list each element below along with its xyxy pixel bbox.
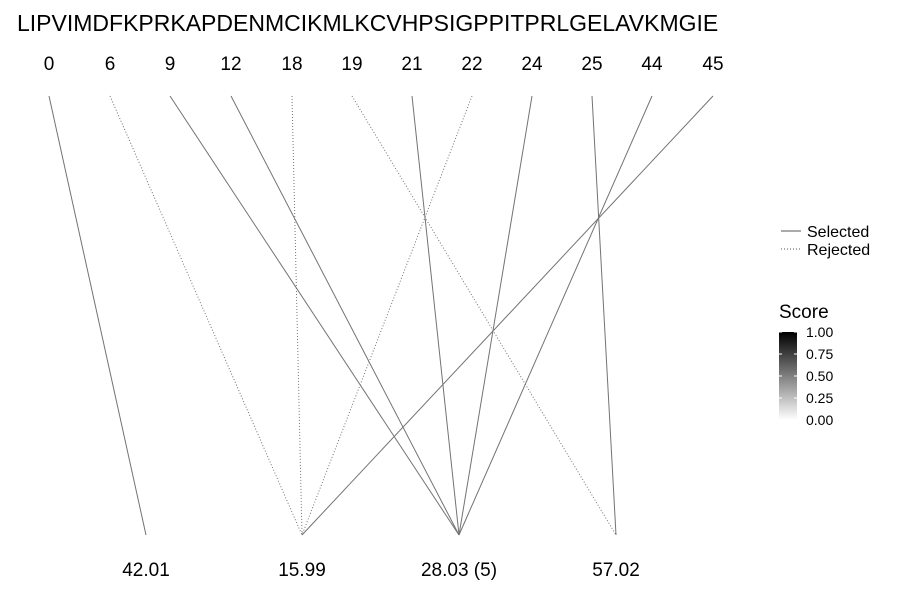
top-position-label: 9	[165, 54, 176, 75]
selected-link	[458, 95, 653, 536]
sequence-title: LIPVIMDFKPRKAPDENMCIKMLKCVHPSIGPPITPRLGE…	[17, 10, 718, 36]
selected-link	[230, 95, 460, 536]
score-tick-label: 0.25	[806, 390, 833, 406]
score-tick-layer: 1.00 0.75 0.50 0.25 0.00	[779, 324, 833, 428]
top-position-label: 21	[401, 54, 422, 75]
score-tick-label: 0.75	[806, 346, 833, 362]
score-legend-title: Score	[779, 302, 829, 323]
top-position-label: 19	[341, 54, 362, 75]
bottom-mass-label: 57.02	[592, 560, 640, 581]
top-position-label: 0	[44, 54, 55, 75]
score-tick-label: 0.00	[806, 412, 833, 428]
bottom-label-layer: 42.01 15.99 28.03 (5) 57.02	[122, 560, 640, 581]
score-legend: Score 1.00 0.75 0.50 0.25 0.00	[779, 302, 833, 428]
score-tick-label: 0.50	[806, 368, 833, 384]
top-position-label: 44	[641, 54, 663, 75]
top-position-label: 22	[461, 54, 482, 75]
selected-link	[301, 95, 714, 536]
selected-link	[48, 95, 147, 536]
selected-link	[591, 95, 617, 536]
top-position-label: 6	[105, 54, 116, 75]
rejected-link	[109, 95, 303, 536]
top-position-label: 12	[220, 54, 241, 75]
rejected-link	[301, 95, 473, 536]
score-colorbar	[779, 332, 797, 420]
linetype-legend: Selected Rejected	[781, 224, 870, 259]
top-label-layer: 0 6 9 12 18 19 21 22 24 25 44 45	[44, 54, 724, 75]
top-position-label: 24	[521, 54, 543, 75]
selected-link	[411, 95, 460, 536]
top-position-label: 25	[581, 54, 602, 75]
rejected-link	[291, 95, 303, 536]
top-position-label: 18	[281, 54, 302, 75]
top-position-label: 45	[702, 54, 723, 75]
selected-link	[458, 95, 533, 536]
rejected-link	[351, 95, 617, 536]
bottom-mass-label: 42.01	[122, 560, 170, 581]
bottom-mass-label: 15.99	[278, 560, 326, 581]
link-layer	[48, 95, 714, 536]
selected-link	[169, 95, 460, 536]
score-tick-label: 1.00	[806, 324, 833, 340]
bottom-mass-label: 28.03 (5)	[421, 560, 497, 581]
legend-rejected-label: Rejected	[807, 242, 870, 259]
legend-selected-label: Selected	[807, 224, 869, 241]
